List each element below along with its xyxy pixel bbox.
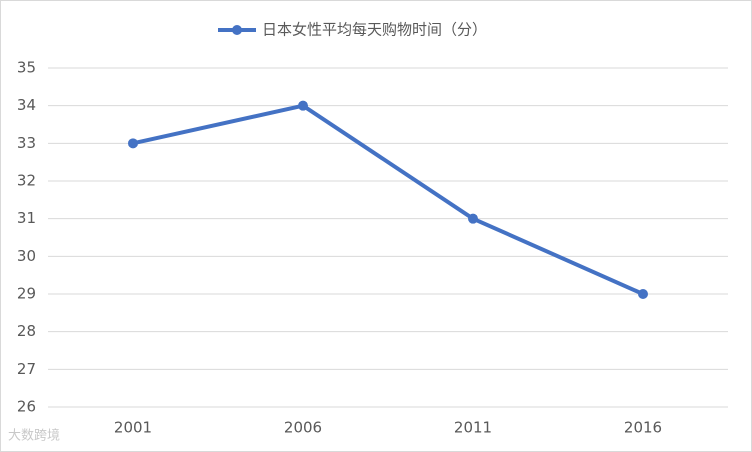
y-tick-label: 27 xyxy=(17,360,36,378)
series-line xyxy=(132,103,644,296)
y-tick-label: 34 xyxy=(17,96,36,114)
y-tick-label: 30 xyxy=(17,247,36,265)
watermark: 大数跨境 xyxy=(8,429,60,444)
x-tick-label: 2001 xyxy=(114,419,152,437)
point xyxy=(638,289,648,299)
point xyxy=(468,213,478,224)
y-tick-label: 31 xyxy=(17,209,36,227)
legend-marker xyxy=(232,25,242,35)
point xyxy=(298,100,308,111)
x-tick-label: 2006 xyxy=(284,419,322,437)
y-tick-label: 32 xyxy=(17,172,36,190)
x-tick-label: 2011 xyxy=(454,419,492,437)
legend-label: 日本女性平均每天购物时间（分） xyxy=(262,21,487,39)
point xyxy=(128,138,138,149)
y-tick-label: 35 xyxy=(17,59,36,77)
y-tick-label: 28 xyxy=(17,322,36,340)
y-tick-label: 26 xyxy=(17,398,36,416)
x-tick-label: 2016 xyxy=(624,419,662,437)
y-tick-label: 29 xyxy=(17,285,36,303)
y-tick-label: 33 xyxy=(17,134,36,152)
